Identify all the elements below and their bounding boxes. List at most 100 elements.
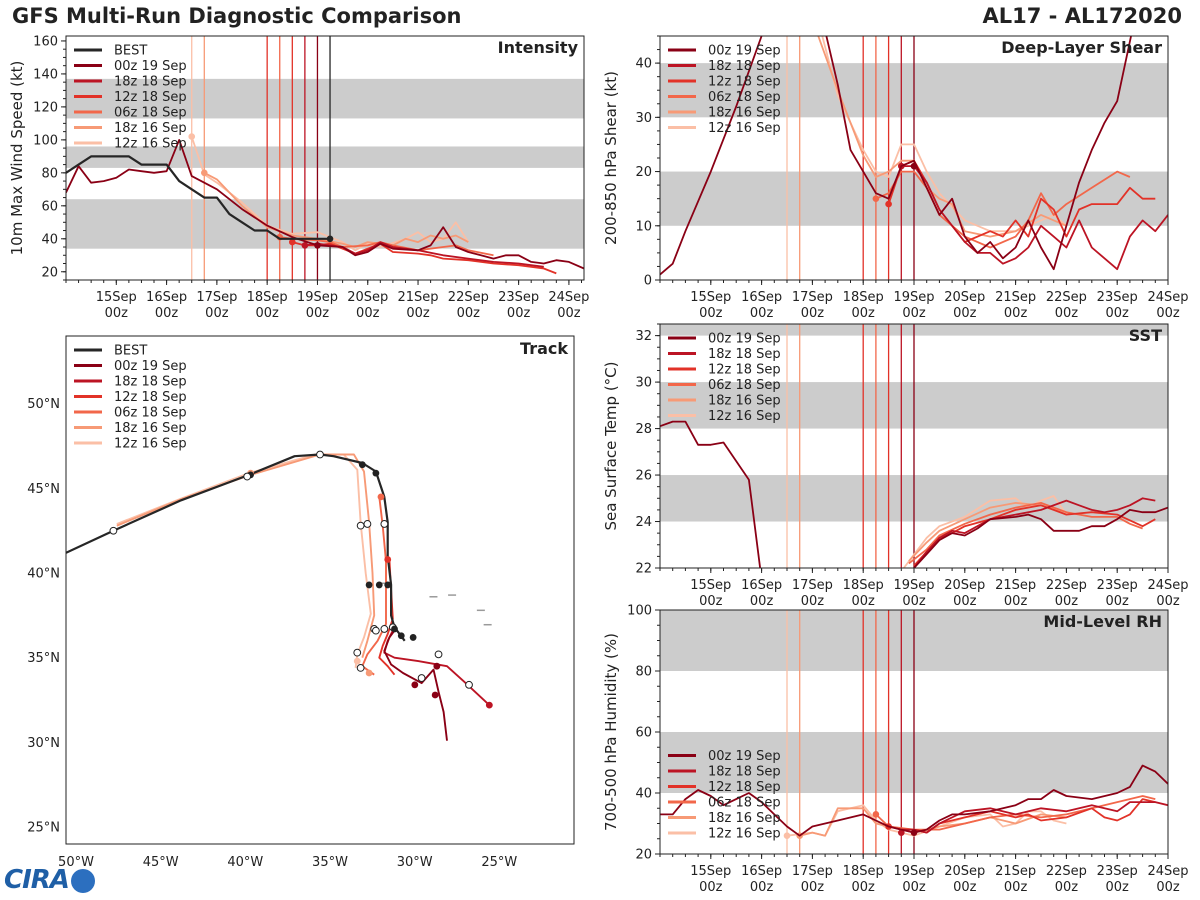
legend-entry: 12z 16 Sep — [114, 437, 187, 452]
x-tick-label: 19Sep — [297, 290, 338, 305]
series-marker — [910, 829, 918, 836]
series-marker — [289, 238, 296, 246]
track-marker-open — [109, 526, 118, 535]
track-marker-filled — [411, 681, 419, 689]
track-line-12z-16-Sep — [116, 453, 372, 669]
y-tick-label: 22 — [635, 562, 652, 577]
panel-intensity: 2040608010012014016015Sep00z16Sep00z17Se… — [8, 34, 589, 321]
x-tick-label: 00z — [1004, 594, 1028, 609]
x-tick-label: 00z — [1156, 306, 1180, 321]
track-marker-filled — [372, 469, 380, 477]
y-tick-label: 32 — [635, 329, 652, 344]
figure-title: GFS Multi-Run Diagnostic Comparison — [12, 4, 462, 28]
x-tick-label: 18Sep — [843, 290, 884, 305]
x-tick-label: 00z — [155, 306, 179, 321]
y-tick-label: 40 — [41, 232, 58, 247]
x-tick-label: 21Sep — [995, 864, 1036, 879]
x-tick-label: 23Sep — [498, 290, 539, 305]
legend-entry: 18z 16 Sep — [114, 421, 187, 436]
track-line-06z-18-Sep — [361, 496, 387, 676]
x-tick-label: 00z — [801, 594, 825, 609]
x-tick-label: 23Sep — [1097, 864, 1138, 879]
x-tick-label: 24Sep — [1147, 290, 1188, 305]
x-tick-label: 00z — [852, 880, 876, 895]
legend-entry: 00z 19 Sep — [114, 359, 187, 374]
y-tick-label: 26 — [635, 469, 652, 484]
x-tick-label: 19Sep — [893, 290, 934, 305]
y-tick-label: 60 — [41, 199, 58, 214]
y-tick-label: 120 — [33, 100, 58, 115]
x-tick-label: 00z — [306, 306, 330, 321]
legend-entry: 18z 18 Sep — [708, 59, 781, 74]
track-marker-filled — [485, 701, 493, 709]
legend-entry: 12z 18 Sep — [708, 75, 781, 90]
track-marker-open — [465, 680, 473, 689]
series-line-18z-16-Sep — [908, 502, 1067, 562]
panel-sst: 22242628303215Sep00z16Sep00z17Sep00z18Se… — [602, 323, 1189, 609]
legend-entry: 06z 18 Sep — [114, 406, 187, 421]
x-tick-label: 15Sep — [690, 864, 731, 879]
x-tick-label: 16Sep — [146, 290, 187, 305]
legend-entry: 18z 16 Sep — [708, 394, 781, 409]
y-tick-label: 100 — [627, 604, 652, 619]
track-line-18z-16-Sep — [116, 453, 376, 658]
y-tick-label: 80 — [635, 665, 652, 680]
x-tick-label: 21Sep — [398, 290, 439, 305]
x-tick-label: 00z — [699, 306, 723, 321]
x-tick-label: 00z — [902, 880, 926, 895]
x-tick-label: 00z — [852, 306, 876, 321]
x-tick-label: 00z — [953, 594, 977, 609]
panel-track: 25°N 30°N 35°N 40°N 45°N 50°N 50°W 45°W 40°W 35°W… — [27, 335, 575, 870]
y-tick-label: 20 — [635, 848, 652, 863]
x-tick-label: 00z — [1156, 880, 1180, 895]
legend-entry: 00z 19 Sep — [708, 749, 781, 764]
x-tick-label: 15Sep — [690, 290, 731, 305]
track-marker-filled — [358, 461, 366, 469]
x-tick-label: 00z — [801, 880, 825, 895]
x-tick-label: 00z — [1106, 880, 1130, 895]
x-tick-label: 22Sep — [448, 290, 489, 305]
lat-label: 45°N — [27, 482, 60, 497]
legend-entry: 12z 16 Sep — [708, 121, 781, 136]
storm-id-label: AL17 - AL172020 — [982, 4, 1183, 28]
globe-icon — [70, 868, 95, 893]
series-marker — [783, 832, 791, 839]
legend-entry: 18z 16 Sep — [114, 121, 187, 136]
x-tick-label: 20Sep — [944, 578, 985, 593]
series-marker — [301, 242, 309, 249]
y-tick-label: 60 — [635, 726, 652, 741]
x-tick-label: 00z — [699, 594, 723, 609]
track-marker-filled — [365, 581, 373, 589]
x-tick-label: 00z — [699, 880, 723, 895]
x-tick-label: 00z — [953, 880, 977, 895]
x-tick-label: 00z — [902, 306, 926, 321]
legend-entry: 00z 19 Sep — [708, 44, 781, 59]
series-marker — [314, 242, 321, 249]
lon-label: 25°W — [481, 855, 517, 870]
legend-entry: 18z 18 Sep — [708, 765, 781, 780]
series-line-18z-18-Sep — [913, 497, 1156, 568]
x-tick-label: 19Sep — [893, 578, 934, 593]
panel-title: Mid-Level RH — [1043, 612, 1162, 631]
x-tick-label: 00z — [750, 594, 774, 609]
x-tick-label: 00z — [1106, 594, 1130, 609]
map-area — [66, 450, 493, 741]
series-line-00z-19-Sep — [660, 36, 1132, 276]
track-marker-filled — [397, 632, 405, 640]
legend-entry: 06z 18 Sep — [114, 106, 187, 121]
logo-text: CIRA — [4, 865, 70, 895]
x-tick-label: 18Sep — [843, 864, 884, 879]
series-line-00z-19-Sep — [66, 139, 584, 270]
x-tick-label: 17Sep — [792, 578, 833, 593]
legend-entry: 12z 18 Sep — [114, 90, 187, 105]
y-tick-label: 30 — [635, 376, 652, 391]
y-axis-label: 10m Max Wind Speed (kt) — [8, 61, 26, 256]
y-tick-label: 20 — [635, 165, 652, 180]
track-marker-filled — [377, 493, 385, 501]
series-marker — [872, 811, 880, 818]
lat-label: 40°N — [27, 567, 60, 582]
legend-entry: 18z 18 Sep — [114, 75, 187, 90]
track-marker-filled — [409, 634, 417, 641]
legend-entry: 12z 16 Sep — [114, 137, 187, 152]
